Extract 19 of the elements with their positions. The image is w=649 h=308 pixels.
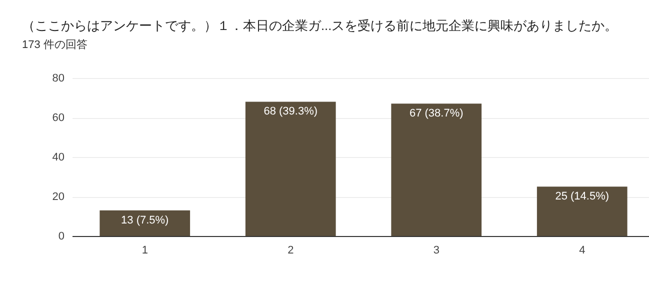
- y-tick-label: 60: [52, 112, 64, 124]
- y-tick-label: 40: [52, 152, 64, 164]
- data-label: 68 (39.3%): [264, 106, 318, 118]
- bar: [391, 104, 482, 236]
- bar: [100, 210, 190, 236]
- y-tick-label: 80: [52, 72, 64, 84]
- data-label: 13 (7.5%): [121, 214, 169, 226]
- y-tick-label: 20: [52, 191, 64, 203]
- data-label: 25 (14.5%): [555, 190, 610, 203]
- data-label: 67 (38.7%): [409, 108, 464, 120]
- bar: [536, 186, 628, 236]
- y-tick-label: 0: [58, 230, 64, 242]
- x-tick-label: 2: [288, 244, 294, 256]
- x-tick-label: 3: [433, 244, 440, 256]
- chart-title: （ここからはアンケートです。）１．本日の企業ガ...スを受ける前に地元企業に興味がありましたか。: [22, 18, 618, 34]
- bar: [245, 102, 336, 236]
- x-tick-label: 4: [579, 244, 586, 256]
- x-tick-label: 1: [142, 244, 148, 256]
- chart-subtitle: 173 件の回答: [22, 39, 88, 51]
